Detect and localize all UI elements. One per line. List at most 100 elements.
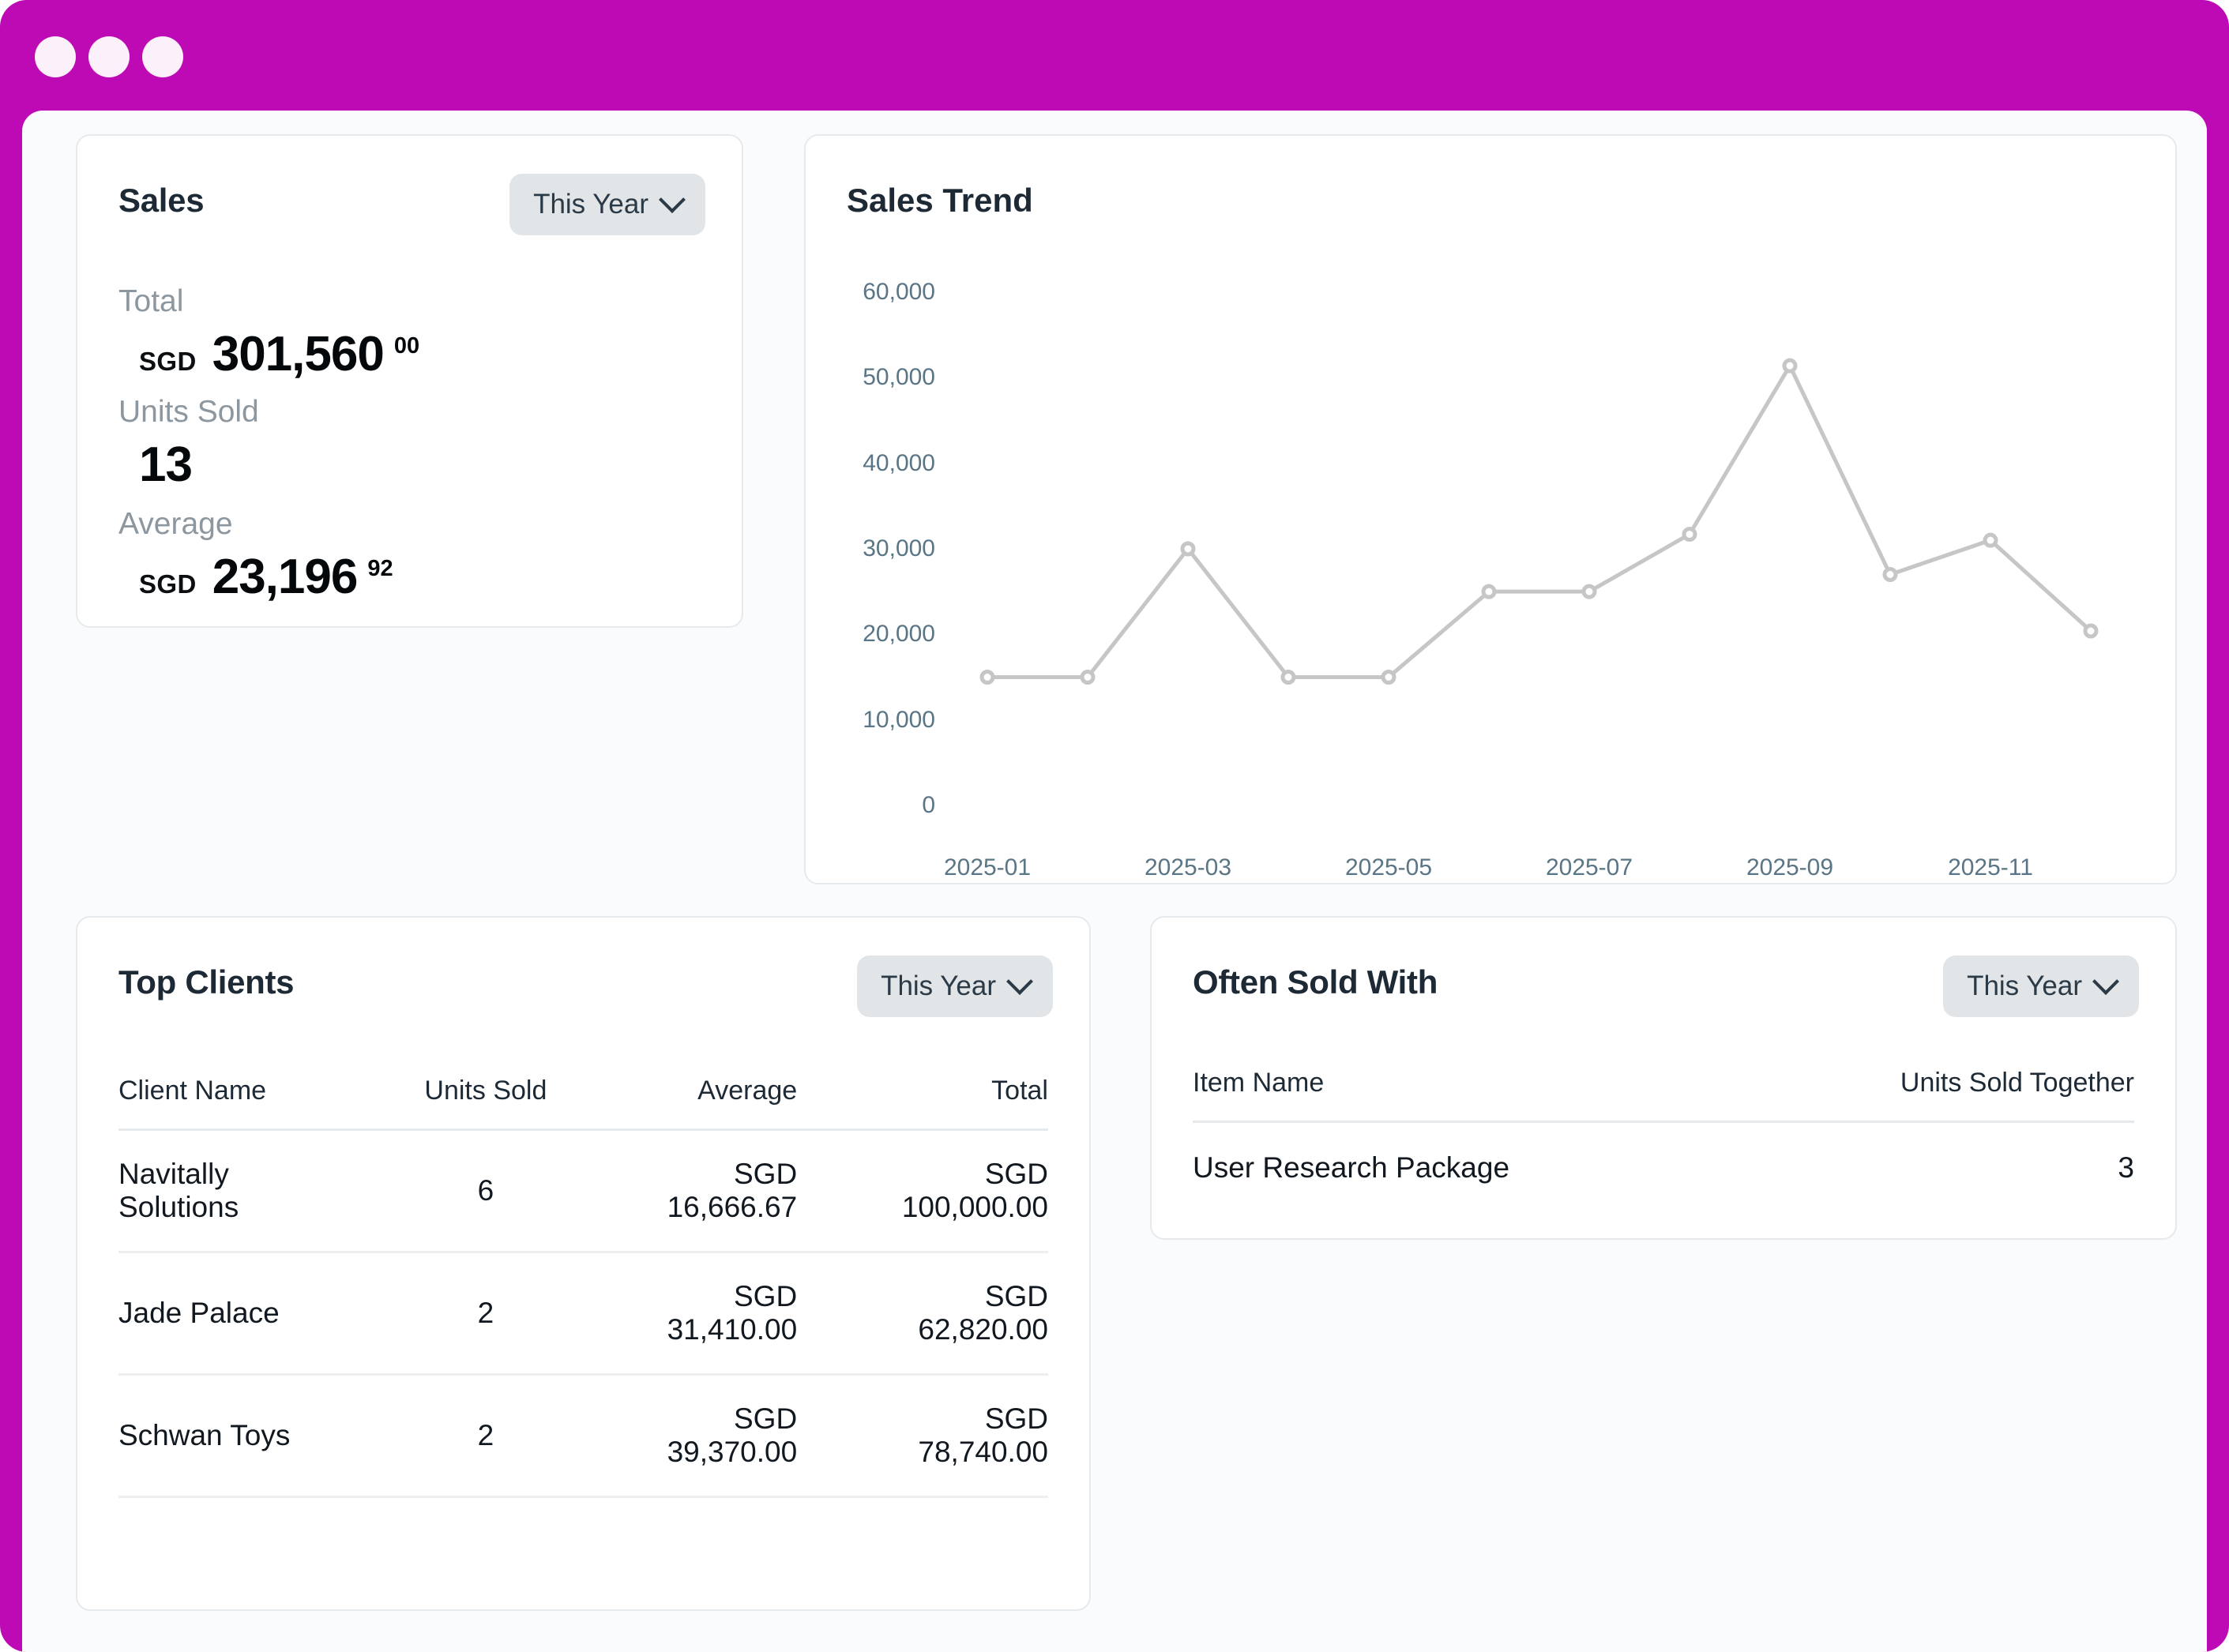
column-header-total: Total [797,1076,1048,1131]
cell-average: SGD 16,666.67 [564,1129,798,1253]
y-axis-tick-label: 50,000 [863,364,935,391]
dashboard-viewport: Sales This Year Total SGD 301,560 00 Uni… [22,111,2207,1652]
window-dot-maximize[interactable] [142,36,183,77]
metric-average-amount: 23,196 [212,550,359,604]
cell-client-name: Jade Palace [118,1252,407,1376]
metric-units-sold-amount: 13 [139,437,193,492]
cell-units-sold-together: 3 [2118,1151,2134,1184]
cell-average: SGD 31,410.00 [564,1252,798,1376]
data-point-marker[interactable] [1782,358,1798,374]
y-axis-tick-label: 0 [922,792,935,818]
data-point-marker[interactable] [1581,584,1597,599]
y-axis-tick-label: 60,000 [863,279,935,305]
top-clients-header: Top Clients This Year [118,956,1053,1023]
sales-trend-svg [979,358,2099,685]
metric-total: Total SGD 301,560 00 [118,286,419,382]
often-sold-with-period-dropdown[interactable]: This Year [1943,956,2139,1017]
often-sold-with-table: Item Name Units Sold Together User Resea… [1193,1068,2134,1213]
metric-total-amount: 301,560 [212,327,385,381]
chevron-down-icon [659,186,686,213]
sales-card: Sales This Year Total SGD 301,560 00 Uni… [76,134,743,628]
metric-average-label: Average [118,507,233,541]
column-header-units-sold-together: Units Sold Together [1776,1068,2134,1123]
data-point-marker[interactable] [1481,584,1497,599]
sales-period-label: This Year [533,189,648,220]
x-axis-tick-label: 2025-11 [1948,854,2033,880]
data-point-marker[interactable] [1983,532,1998,548]
window-dot-minimize[interactable] [88,36,130,77]
table-row[interactable]: Navitally Solutions 6 SGD 16,666.67 SGD 100,0… [118,1129,1048,1253]
top-clients-table: Client Name Units Sold Average Total Nav… [118,1076,1048,1498]
top-clients-card: Top Clients This Year Client Name Units … [76,916,1091,1611]
metric-average-cents: 92 [367,556,393,581]
sales-card-header: Sales This Year [118,174,705,242]
often-sold-with-period-label: This Year [1967,971,2082,1001]
table-header-row: Item Name Units Sold Together [1193,1068,2134,1123]
cell-units-sold: 2 [406,1374,565,1498]
top-clients-period-dropdown[interactable]: This Year [857,956,1053,1017]
y-axis-tick-label: 10,000 [863,706,935,733]
sales-card-title: Sales [118,182,205,219]
column-header-item-name: Item Name [1193,1068,1777,1123]
metric-units-sold-value: 13 [118,437,259,493]
data-point-marker[interactable] [979,670,995,685]
cell-total: SGD 78,740.00 [797,1374,1048,1498]
cell-total: SGD 100,000.00 [797,1129,1048,1253]
x-axis-tick-label: 2025-07 [1545,854,1633,880]
cell-units-sold: 6 [406,1129,565,1253]
sales-period-dropdown[interactable]: This Year [509,174,705,235]
x-axis-tick-label: 2025-09 [1746,854,1834,880]
x-axis-tick-label: 2025-03 [1144,854,1232,880]
metric-units-sold: Units Sold 13 [118,396,259,493]
cell-client-name: Navitally Solutions [118,1129,407,1253]
table-row[interactable]: User Research Package 3 [1193,1122,2134,1214]
data-point-marker[interactable] [1280,670,1296,685]
metric-total-currency: SGD [139,347,197,376]
top-clients-period-label: This Year [881,971,996,1001]
chevron-down-icon [1006,968,1033,995]
top-clients-title: Top Clients [118,963,295,1001]
cell-total: SGD 62,820.00 [797,1252,1048,1376]
metric-average-value: SGD 23,196 92 [118,549,393,605]
x-axis-tick-label: 2025-01 [943,854,1032,880]
data-point-marker[interactable] [1381,670,1396,685]
window-dot-close[interactable] [35,36,76,77]
metric-total-cents: 00 [393,333,420,359]
chevron-down-icon [2092,968,2119,995]
often-sold-with-body: User Research Package 3 [1193,1122,2134,1214]
often-sold-with-title: Often Sold With [1193,963,1438,1001]
data-point-marker[interactable] [2083,623,2099,639]
table-header-row: Client Name Units Sold Average Total [118,1076,1048,1131]
trend-line [985,363,2093,679]
data-point-marker[interactable] [1180,541,1196,557]
y-axis-tick-label: 40,000 [863,449,935,476]
metric-average-currency: SGD [139,569,197,599]
cell-units-sold: 2 [406,1252,565,1376]
top-clients-body: Navitally Solutions 6 SGD 16,666.67 SGD 100,0… [118,1129,1048,1498]
often-sold-with-header: Often Sold With This Year [1193,956,2139,1023]
data-point-marker[interactable] [1080,670,1096,685]
metric-total-value: SGD 301,560 00 [118,326,419,382]
sales-trend-chart: 0 10,000 20,000 30,000 40,000 50,000 60,000 20… [806,136,2178,886]
often-sold-with-card: Often Sold With This Year Item Name Unit… [1150,916,2177,1240]
cell-item-name: User Research Package [1193,1151,1510,1184]
column-header-units-sold: Units Sold [406,1076,565,1131]
metric-total-label: Total [118,284,184,318]
data-point-marker[interactable] [1882,567,1898,582]
metric-average: Average SGD 23,196 92 [118,509,393,605]
sales-trend-title: Sales Trend [847,182,1033,219]
cell-average: SGD 39,370.00 [564,1374,798,1498]
table-row[interactable]: Schwan Toys 2 SGD 39,370.00 SGD 78,740.00 [118,1374,1048,1498]
table-row[interactable]: Jade Palace 2 SGD 31,410.00 SGD 62,820.00 [118,1252,1048,1376]
y-axis-tick-label: 30,000 [863,535,935,561]
cell-client-name: Schwan Toys [118,1374,407,1498]
x-axis-tick-label: 2025-05 [1344,854,1433,880]
y-axis-tick-label: 20,000 [863,621,935,648]
sales-trend-card: Sales Trend 0 10,000 20,000 30,000 40,000 50,… [804,134,2177,884]
data-point-marker[interactable] [1682,527,1697,543]
metric-units-sold-label: Units Sold [118,395,259,429]
window-titlebar [0,0,2229,112]
column-header-client-name: Client Name [118,1076,407,1131]
column-header-average: Average [564,1076,798,1131]
